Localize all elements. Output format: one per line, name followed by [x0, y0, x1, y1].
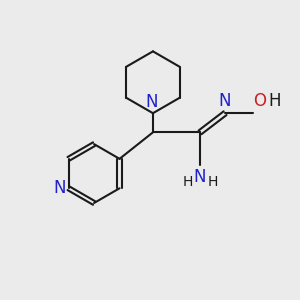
Text: H: H	[182, 175, 193, 189]
Text: H: H	[207, 175, 218, 189]
Text: N: N	[145, 93, 158, 111]
Text: N: N	[194, 168, 206, 186]
Text: O: O	[253, 92, 266, 110]
Text: H: H	[268, 92, 281, 110]
Text: N: N	[218, 92, 231, 110]
Text: N: N	[53, 179, 66, 197]
